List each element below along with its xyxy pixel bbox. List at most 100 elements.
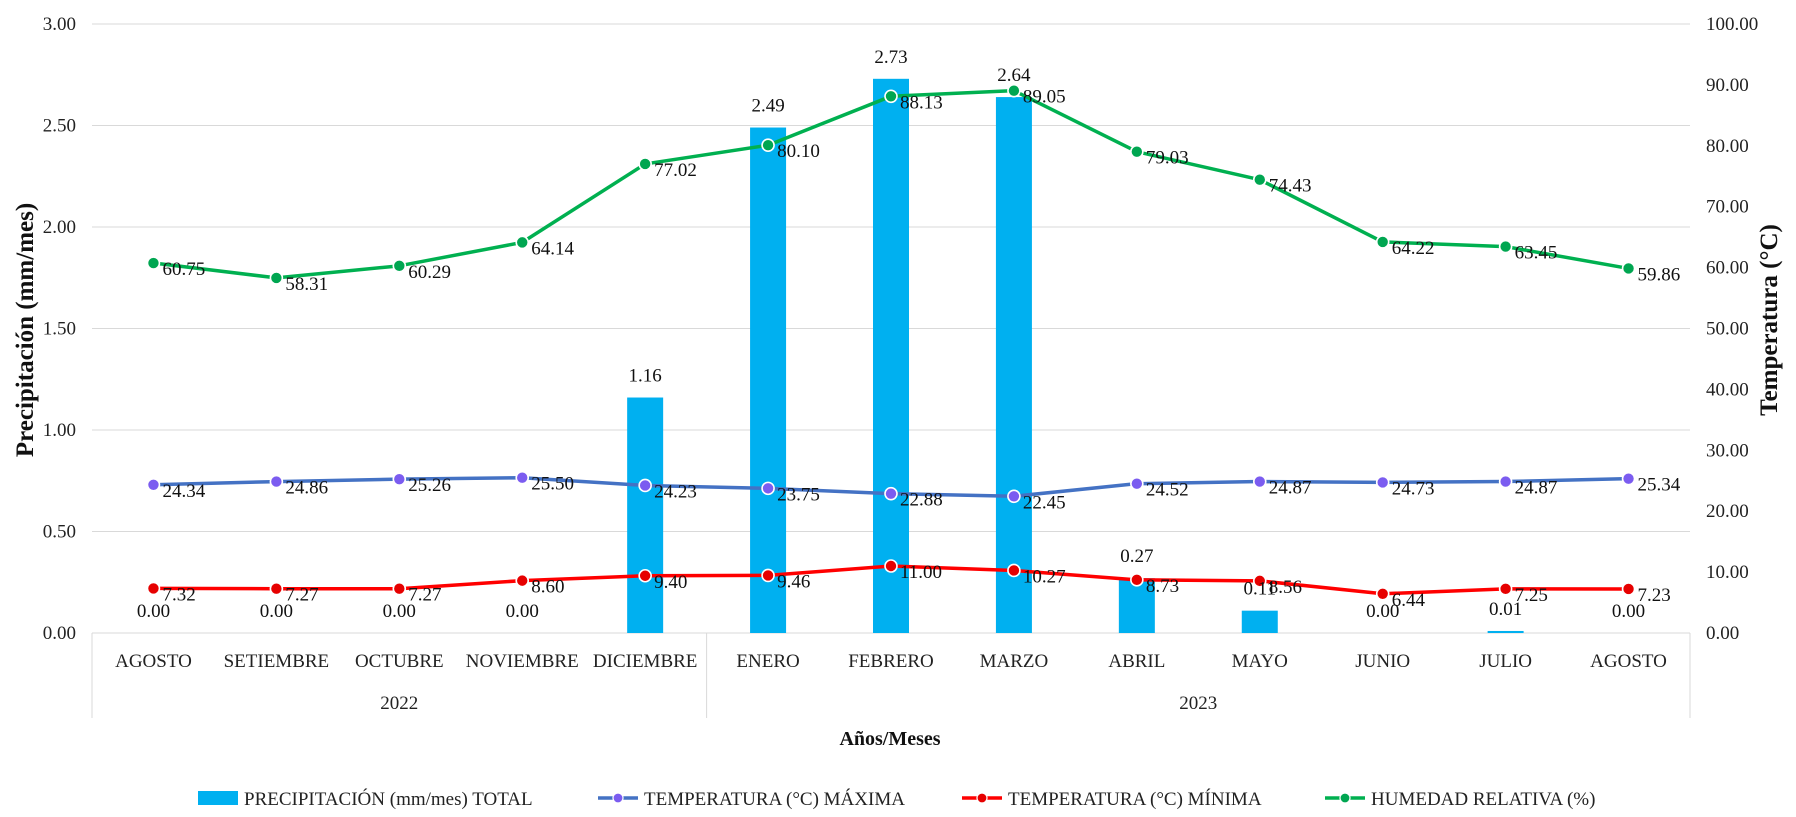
humidity-label: 59.86	[1638, 264, 1681, 285]
temp-min-point	[1007, 563, 1021, 578]
temp-max-point	[1621, 471, 1636, 486]
precipitation-bar	[1487, 630, 1524, 633]
y-right-tick-label: 100.00	[1706, 14, 1758, 35]
temp-max-point	[1375, 475, 1390, 490]
temp-min-point	[146, 581, 161, 596]
temp-min-point	[1621, 582, 1636, 596]
precipitation-bar	[995, 97, 1032, 633]
temp-max-point	[392, 472, 407, 486]
x-tick-label: JUNIO	[1355, 651, 1410, 672]
axes: 0.00 0.50 1.00 1.50 2.00 2.50 3.00 0.00 10.00 20.…	[43, 14, 1758, 718]
x-tick-label: JULIO	[1479, 651, 1532, 672]
temp-min-point	[761, 568, 775, 583]
temp-max-point	[761, 481, 775, 496]
precipitation-bars	[627, 78, 1524, 633]
precipitation-bar	[1241, 610, 1278, 633]
x-group-label: 2022	[380, 693, 418, 714]
temp-max-label: 24.73	[1392, 478, 1435, 499]
temp-max-label: 24.87	[1515, 478, 1558, 499]
humidity-point	[146, 256, 161, 270]
legend-label: HUMEDAD RELATIVA (%)	[1371, 789, 1595, 810]
temp-min-label: 8.73	[1146, 576, 1179, 597]
temp-max-point	[146, 477, 161, 492]
humidity-label: 64.14	[531, 238, 574, 259]
precipitation-bar	[873, 78, 909, 633]
temp-min-point	[269, 581, 284, 596]
temp-max-label: 24.34	[162, 481, 205, 502]
temp-min-label: 8.56	[1269, 577, 1302, 598]
y-right-tick-label: 0.00	[1706, 623, 1739, 644]
precipitation-label: 0.00	[137, 601, 170, 622]
precipitation-label: 0.11	[1243, 579, 1276, 600]
humidity-label: 80.10	[777, 141, 820, 162]
legend-label: TEMPERATURA (°C) MÁXIMA	[644, 788, 905, 810]
x-tick-label: AGOSTO	[115, 651, 192, 672]
x-tick-label: ENERO	[736, 651, 799, 672]
temp-min-point	[638, 568, 652, 583]
precipitation-label: 0.00	[383, 601, 416, 622]
temp-min-label: 10.27	[1023, 566, 1066, 587]
precipitation-label: 1.16	[629, 366, 662, 387]
precipitation-label: 0.00	[1612, 601, 1645, 622]
x-tick-label: MARZO	[980, 651, 1049, 672]
temp-min-label: 7.32	[162, 584, 195, 605]
y-left-tick-label: 3.00	[43, 14, 76, 35]
precipitation-label: 2.64	[997, 65, 1031, 86]
precipitation-bar	[627, 397, 664, 633]
temp-max-label: 22.45	[1023, 492, 1066, 513]
y-axis-left-title: Precipitación (mm/mes)	[12, 203, 39, 457]
x-tick-label: OCTUBRE	[355, 651, 444, 672]
x-tick-label: ABRIL	[1108, 651, 1165, 672]
temp-min-label: 9.40	[654, 572, 687, 593]
humidity-point	[1007, 83, 1021, 98]
precipitation-label: 0.00	[1366, 601, 1399, 622]
temp-max-label: 23.75	[777, 484, 820, 505]
temp-min-label: 8.60	[531, 577, 564, 598]
humidity-point	[1252, 172, 1267, 187]
temp-max-label: 24.23	[654, 481, 697, 502]
temp-min-label: 7.25	[1515, 585, 1548, 606]
temp-max-point	[1498, 474, 1513, 489]
humidity-point	[1130, 144, 1144, 159]
humidity-label: 58.31	[285, 274, 328, 295]
temp-max-point	[884, 486, 898, 501]
humidity-point	[638, 157, 652, 171]
precipitation-label: 2.49	[751, 96, 784, 117]
humidity-point	[1621, 261, 1636, 276]
temp-min-point	[1252, 574, 1267, 588]
x-tick-label: AGOSTO	[1590, 651, 1667, 672]
y-right-tick-label: 70.00	[1706, 197, 1749, 218]
data-labels: 0.00 0.00 0.00 0.00 1.16 2.49 2.73 2.64 0.27 0.11…	[137, 47, 1681, 622]
temp-min-point	[515, 573, 530, 588]
humidity-label: 77.02	[654, 160, 697, 181]
precipitation-label: 0.27	[1120, 546, 1153, 567]
temp-min-label: 11.00	[900, 562, 942, 583]
y-left-tick-label: 1.00	[43, 420, 76, 441]
humidity-point	[515, 235, 530, 250]
temp-min-label: 7.27	[408, 585, 441, 606]
y-left-tick-label: 2.50	[43, 116, 76, 137]
y-left-tick-label: 0.00	[43, 623, 76, 644]
x-tick-label: SETIEMBRE	[224, 651, 330, 672]
temp-max-label: 25.26	[408, 475, 451, 496]
temp-max-label: 24.52	[1146, 480, 1189, 501]
temp-max-label: 22.88	[900, 490, 943, 511]
y-left-tick-label: 2.00	[43, 217, 76, 238]
temp-max-label: 24.86	[285, 478, 328, 499]
temp-max-point	[1130, 476, 1144, 491]
temp-min-label: 6.44	[1392, 590, 1426, 611]
line-series	[146, 83, 1636, 601]
humidity-point	[392, 259, 407, 273]
precipitation-label: 0.00	[506, 601, 539, 622]
legend-swatch-marker	[1339, 792, 1351, 804]
x-group-label: 2023	[1179, 693, 1217, 714]
legend-label: TEMPERATURA (°C) MÍNIMA	[1008, 788, 1262, 810]
precipitation-label: 0.00	[260, 601, 293, 622]
humidity-label: 79.03	[1146, 148, 1189, 169]
temp-max-point	[638, 478, 652, 493]
humidity-label: 74.43	[1269, 176, 1312, 197]
x-tick-label: DICIEMBRE	[593, 651, 698, 672]
temp-max-point	[515, 470, 530, 485]
y-right-tick-label: 50.00	[1706, 319, 1749, 340]
